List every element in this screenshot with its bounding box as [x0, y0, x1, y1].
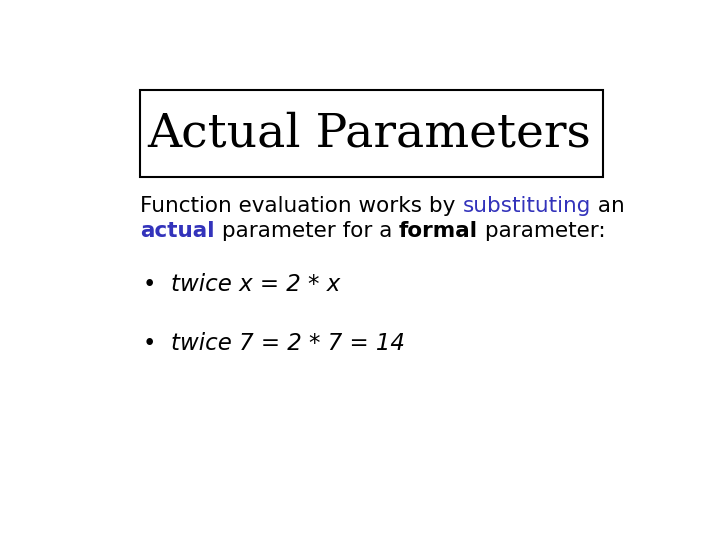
- Text: parameter for a: parameter for a: [215, 221, 399, 241]
- Text: •: •: [143, 332, 156, 355]
- Text: Actual Parameters: Actual Parameters: [147, 111, 591, 156]
- Text: substituting: substituting: [462, 197, 591, 217]
- Text: parameter:: parameter:: [478, 221, 606, 241]
- Text: an: an: [591, 197, 624, 217]
- Text: Function evaluation works by: Function evaluation works by: [140, 197, 462, 217]
- Text: actual: actual: [140, 221, 215, 241]
- Text: •: •: [143, 273, 156, 296]
- Text: twice 7 = 2 * 7 = 14: twice 7 = 2 * 7 = 14: [171, 332, 405, 355]
- FancyBboxPatch shape: [140, 90, 603, 177]
- Text: twice x = 2 * x: twice x = 2 * x: [171, 273, 340, 296]
- Text: formal: formal: [399, 221, 478, 241]
